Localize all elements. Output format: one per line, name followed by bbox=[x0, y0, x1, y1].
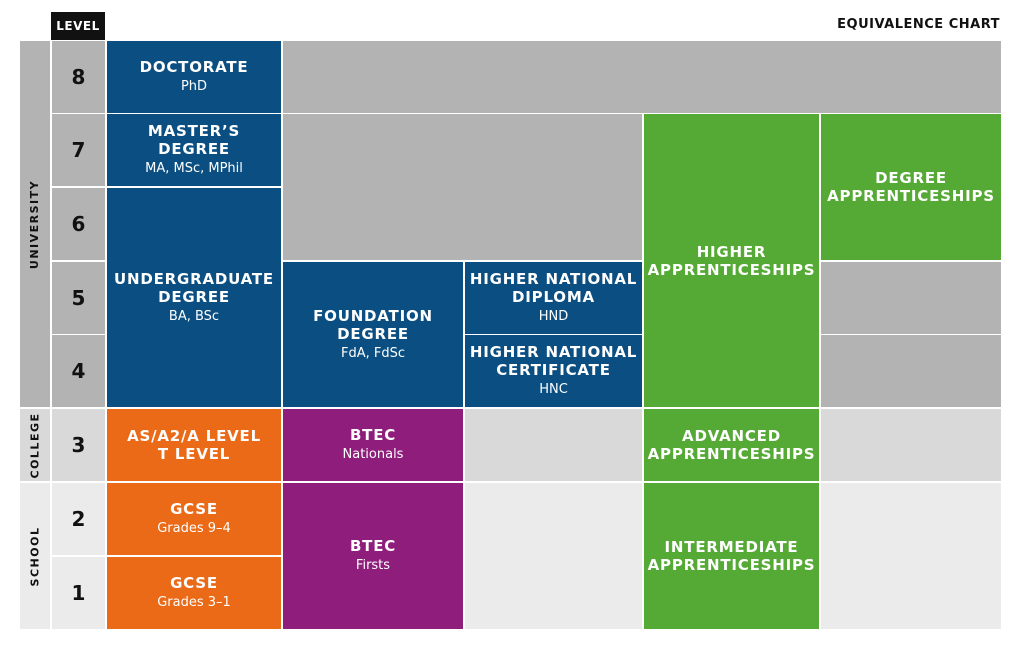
hnc-box: HIGHER NATIONAL CERTIFICATE HNC bbox=[464, 334, 643, 408]
background-level-3-mid bbox=[464, 408, 643, 482]
intermediate-apprenticeships-box: INTERMEDIATE APPRENTICESHIPS bbox=[643, 482, 820, 630]
hnd-box: HIGHER NATIONAL DIPLOMA HND bbox=[464, 261, 643, 335]
hnc-title-1: HIGHER NATIONAL bbox=[469, 343, 638, 361]
btec-nationals-sub: Nationals bbox=[342, 447, 404, 462]
level-number-1: 1 bbox=[51, 556, 106, 630]
degree-apprenticeships-title-1: DEGREE bbox=[875, 169, 947, 187]
doctorate-box: DOCTORATE PhD bbox=[106, 40, 282, 114]
gcse-low-box: GCSE Grades 3–1 bbox=[106, 556, 282, 630]
gcse-low-title: GCSE bbox=[170, 574, 218, 592]
level-number-3: 3 bbox=[51, 408, 106, 482]
btec-firsts-box: BTEC Firsts bbox=[282, 482, 464, 630]
level-number-6: 6 bbox=[51, 187, 106, 261]
gcse-low-sub: Grades 3–1 bbox=[157, 595, 231, 610]
btec-nationals-title: BTEC bbox=[349, 426, 397, 444]
foundation-box: FOUNDATION DEGREE FdA, FdSc bbox=[282, 261, 464, 408]
alevel-title-2: T LEVEL bbox=[157, 445, 231, 463]
advanced-apprenticeships-title-1: ADVANCED bbox=[682, 427, 781, 445]
section-label-college: COLLEGE bbox=[19, 408, 51, 482]
alevel-title-1: AS/A2/A LEVEL bbox=[127, 427, 261, 445]
level-number-7: 7 bbox=[51, 113, 106, 187]
undergraduate-title-1: UNDERGRADUATE bbox=[114, 269, 274, 288]
intermediate-apprenticeships-title-1: INTERMEDIATE bbox=[664, 538, 799, 556]
level-header: LEVEL bbox=[51, 12, 105, 40]
intermediate-apprenticeships-title-2: APPRENTICESHIPS bbox=[647, 556, 816, 574]
advanced-apprenticeships-box: ADVANCED APPRENTICESHIPS bbox=[643, 408, 820, 482]
hnd-sub: HND bbox=[538, 309, 569, 324]
higher-apprenticeships-box: HIGHER APPRENTICESHIPS bbox=[643, 113, 820, 408]
hnc-sub: HNC bbox=[539, 382, 568, 397]
hnc-title-2: CERTIFICATE bbox=[496, 361, 611, 379]
doctorate-title: DOCTORATE bbox=[139, 58, 249, 76]
masters-box: MASTER’S DEGREE MA, MSc, MPhil bbox=[106, 113, 282, 187]
level-number-8: 8 bbox=[51, 40, 106, 114]
btec-nationals-box: BTEC Nationals bbox=[282, 408, 464, 482]
background-level-7-6 bbox=[282, 113, 643, 261]
chart-title: EQUIVALENCE CHART bbox=[837, 17, 1000, 32]
level-number-4: 4 bbox=[51, 334, 106, 408]
background-level-8 bbox=[282, 40, 1002, 114]
undergraduate-box: UNDERGRADUATE DEGREE BA, BSc bbox=[106, 187, 282, 408]
higher-apprenticeships-title-2: APPRENTICESHIPS bbox=[647, 260, 816, 279]
level-number-5: 5 bbox=[51, 261, 106, 335]
foundation-title-2: DEGREE bbox=[337, 324, 409, 343]
btec-firsts-title: BTEC bbox=[349, 537, 397, 555]
doctorate-sub: PhD bbox=[180, 79, 208, 94]
undergraduate-title-2: DEGREE bbox=[158, 287, 230, 306]
gcse-high-title: GCSE bbox=[170, 500, 218, 518]
btec-firsts-sub: Firsts bbox=[355, 558, 391, 573]
background-level-4-right bbox=[820, 334, 1002, 408]
level-number-2: 2 bbox=[51, 482, 106, 556]
background-school-mid bbox=[464, 482, 643, 630]
section-label-university: UNIVERSITY bbox=[19, 40, 51, 408]
advanced-apprenticeships-title-2: APPRENTICESHIPS bbox=[647, 445, 816, 463]
gcse-high-sub: Grades 9–4 bbox=[157, 521, 231, 536]
hnd-title-2: DIPLOMA bbox=[512, 288, 595, 306]
background-level-3-right bbox=[820, 408, 1002, 482]
degree-apprenticeships-title-2: APPRENTICESHIPS bbox=[827, 187, 995, 205]
hnd-title-1: HIGHER NATIONAL bbox=[469, 270, 638, 288]
undergraduate-sub: BA, BSc bbox=[168, 308, 220, 324]
background-level-5-right bbox=[820, 261, 1002, 335]
masters-title: MASTER’S DEGREE bbox=[147, 122, 241, 158]
masters-sub: MA, MSc, MPhil bbox=[145, 161, 243, 176]
higher-apprenticeships-title-1: HIGHER bbox=[696, 242, 767, 261]
foundation-sub: FdA, FdSc bbox=[340, 345, 406, 361]
background-school-right bbox=[820, 482, 1002, 630]
foundation-title-1: FOUNDATION bbox=[313, 306, 433, 325]
alevel-box: AS/A2/A LEVEL T LEVEL bbox=[106, 408, 282, 482]
gcse-high-box: GCSE Grades 9–4 bbox=[106, 482, 282, 556]
section-label-school: SCHOOL bbox=[19, 482, 51, 630]
degree-apprenticeships-box: DEGREE APPRENTICESHIPS bbox=[820, 113, 1002, 261]
